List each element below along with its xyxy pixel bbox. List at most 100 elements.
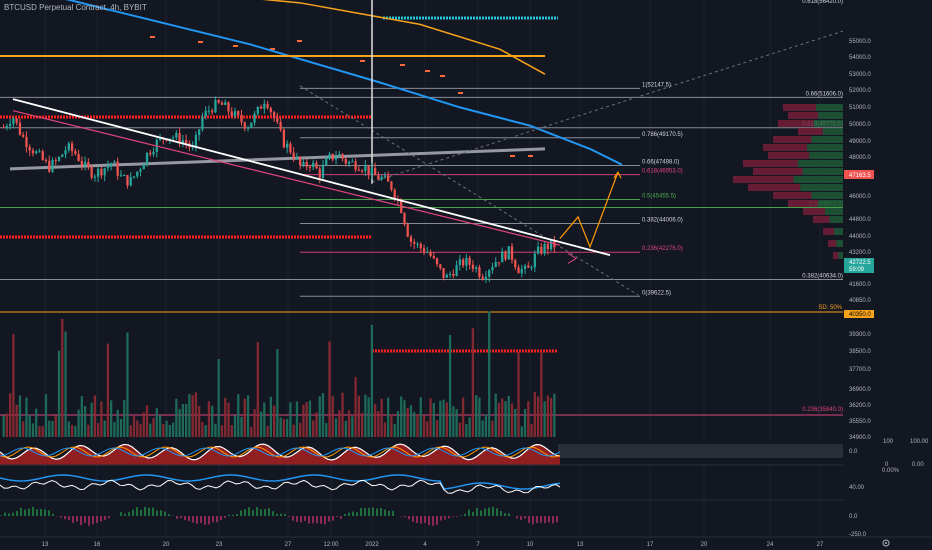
volume-bar (435, 420, 439, 437)
candle-body (501, 251, 504, 263)
candle-body (116, 161, 119, 176)
candle-body (507, 246, 510, 260)
osc3-bar (304, 516, 306, 521)
volume-bar (155, 408, 158, 437)
dashed-fib-diagonal (299, 85, 639, 296)
volume-bar (31, 423, 35, 437)
dash-mark (400, 64, 405, 66)
volume-bar (48, 420, 51, 437)
volume-bar (217, 359, 220, 437)
price-tick: 36900.0 (849, 387, 871, 393)
candle-body (266, 103, 269, 109)
osc3-bar (268, 508, 270, 516)
dash-mark (458, 92, 463, 94)
volume-bar (338, 410, 341, 437)
candle-body (126, 175, 129, 186)
candle-body (549, 240, 553, 250)
candle-body (171, 137, 175, 139)
volume-bar (123, 400, 126, 437)
volume-profile-bar (813, 120, 843, 127)
osc3-bar (44, 509, 46, 516)
dash-mark (425, 70, 430, 72)
volume-bar (5, 413, 9, 437)
osc1-label: 100 (883, 439, 894, 445)
volume-bar (35, 408, 38, 437)
candle-body (149, 152, 152, 155)
candle-body (510, 246, 514, 261)
volume-bar (458, 422, 462, 437)
volume-profile-bar (798, 128, 823, 135)
volume-bar (191, 395, 194, 437)
candle-body (360, 170, 364, 172)
candle-body (429, 251, 432, 257)
support-badge (844, 310, 874, 318)
osc3-bar (196, 516, 198, 524)
candle-body (419, 243, 422, 249)
osc3-bar (424, 516, 426, 523)
candle-body (220, 102, 224, 105)
osc3-bar (236, 514, 238, 516)
volume-bar (168, 424, 171, 437)
volume-bar (289, 402, 292, 437)
candle-body (204, 110, 207, 117)
gear-icon[interactable] (882, 539, 890, 547)
volume-bar (416, 414, 419, 437)
fib-badge-text: 47163.5 (849, 173, 871, 179)
volume-profile-bar (763, 144, 807, 151)
osc3-bar (432, 516, 434, 526)
volume-bar (266, 425, 269, 437)
volume-bar (230, 425, 233, 437)
volume-bar (328, 341, 331, 437)
volume-bar (259, 411, 263, 437)
candle-body (435, 258, 439, 265)
candle-body (87, 161, 90, 167)
candle-body (458, 259, 462, 265)
osc3-bar (420, 516, 422, 524)
volume-bar (246, 395, 250, 437)
price-tick: 53000.0 (849, 72, 871, 78)
candle-body (67, 143, 70, 151)
volume-profile-bar (783, 104, 816, 111)
volume-bar (194, 392, 198, 437)
volume-bar (282, 419, 286, 437)
candle-body (286, 143, 289, 148)
candle-body (184, 140, 188, 144)
candle-body (230, 111, 233, 117)
dash-mark (150, 36, 155, 38)
osc3-bar (264, 509, 266, 516)
volume-bar (220, 425, 224, 437)
osc3-bar (28, 508, 30, 516)
osc3-bar (176, 516, 178, 519)
volume-bar (119, 418, 123, 437)
candle-body (38, 151, 41, 153)
volume-bar (377, 411, 380, 437)
price-tick: 48000.0 (849, 155, 871, 161)
volume-bar (367, 397, 370, 437)
volume-bar (387, 397, 390, 437)
osc3-bar (180, 516, 182, 519)
volume-bar (370, 324, 374, 437)
ma-orange (262, 0, 546, 75)
candle-body (475, 267, 478, 269)
volume-profile-bar (818, 200, 843, 207)
volume-bar (465, 423, 468, 437)
candle-body (546, 243, 549, 250)
candle-body (259, 106, 263, 109)
candle-body (455, 264, 458, 276)
volume-bar (64, 331, 67, 437)
osc1-label: 100.00 (910, 439, 929, 445)
volume-bar (546, 395, 549, 437)
volume-bar (96, 423, 100, 437)
volume-bar (360, 412, 364, 437)
osc3-bar (528, 516, 530, 523)
candle-body (54, 159, 57, 161)
candle-body (194, 135, 198, 147)
volume-bar (272, 405, 276, 437)
osc3-bar (364, 508, 366, 516)
candle-body (452, 273, 455, 276)
candle-body (468, 257, 471, 265)
price-tick: 55000.0 (849, 39, 871, 45)
osc3-bar (20, 507, 22, 516)
candle-body (41, 151, 44, 160)
fib-label: 0.618(46953.0) (642, 169, 683, 175)
